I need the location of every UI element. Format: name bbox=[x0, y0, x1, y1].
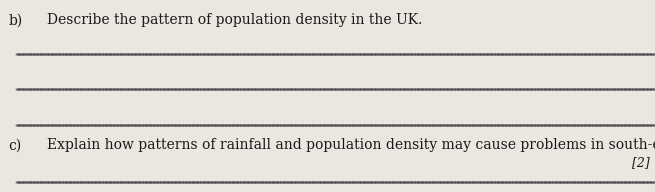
Text: b): b) bbox=[9, 13, 23, 27]
Text: c): c) bbox=[9, 138, 22, 152]
Text: [2]: [2] bbox=[632, 156, 650, 170]
Text: Describe the pattern of population density in the UK.: Describe the pattern of population densi… bbox=[47, 13, 422, 27]
Text: Explain how patterns of rainfall and population density may cause problems in so: Explain how patterns of rainfall and pop… bbox=[47, 138, 655, 152]
